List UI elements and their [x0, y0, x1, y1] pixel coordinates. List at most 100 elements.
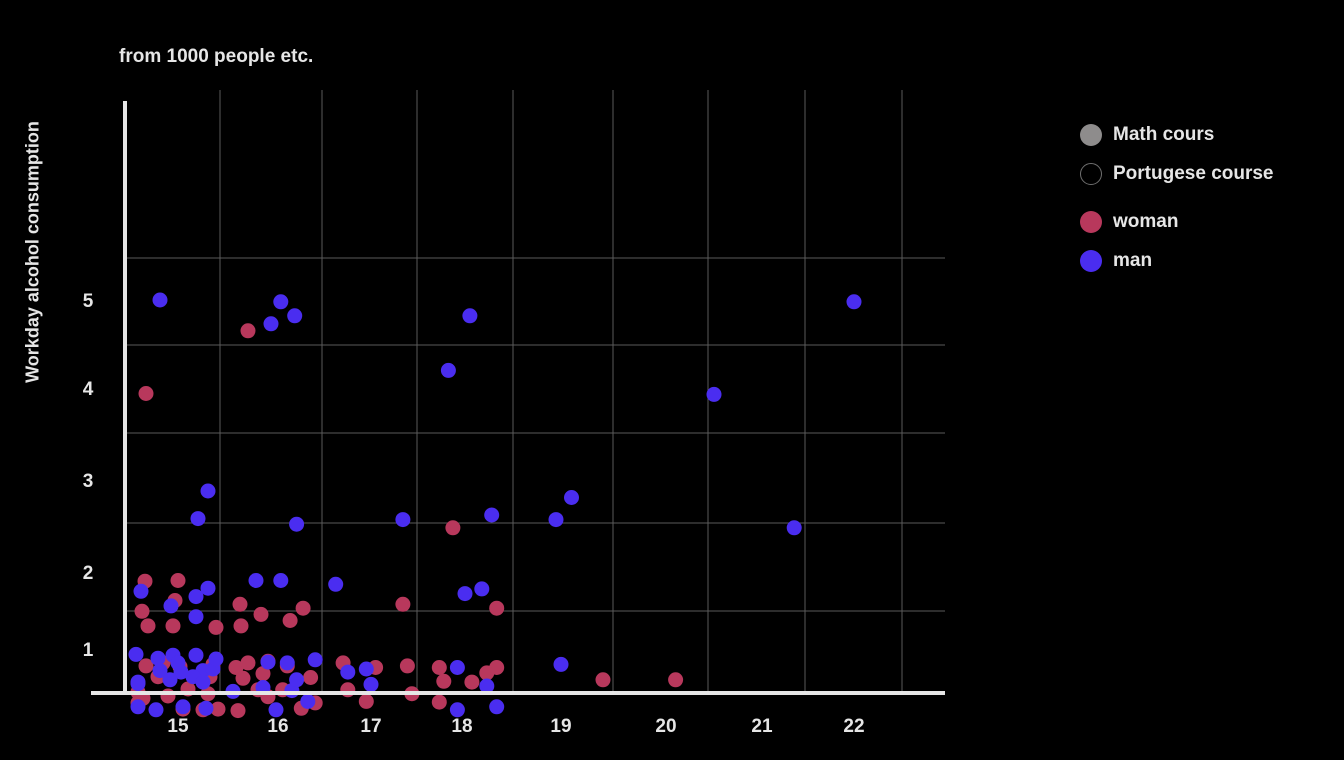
x-tick-label: 18: [451, 716, 472, 737]
man-point-38: [307, 652, 323, 668]
man-point-56: [268, 702, 284, 718]
man-point-15: [289, 516, 305, 532]
man-point-41: [449, 660, 465, 675]
woman-point-7: [140, 618, 156, 634]
y-tick-label: 1: [83, 640, 94, 661]
tick-labels: 15 16 17 18 19 20 21 22 1 2 3 4 5: [83, 291, 865, 737]
y-tick-label: 3: [83, 471, 94, 492]
man-point-23: [328, 576, 344, 592]
man-point-45: [195, 674, 211, 690]
man-point-51: [479, 678, 495, 694]
man-point-31: [152, 663, 168, 679]
man-point-2: [287, 308, 303, 324]
axes: [91, 101, 945, 695]
woman-point-15: [395, 596, 411, 612]
legend-item-math: Math cours: [1080, 124, 1274, 146]
man-point-18: [188, 589, 204, 605]
legend-swatch-man: [1080, 250, 1102, 272]
woman-point-12: [282, 613, 298, 628]
woman-point-37: [303, 670, 319, 685]
woman-point-42: [340, 682, 356, 698]
man-point-26: [553, 656, 569, 672]
man-point-57: [300, 693, 316, 709]
man-point-1: [273, 294, 289, 310]
legend-item-woman: woman: [1080, 211, 1274, 233]
woman-point-10: [232, 596, 248, 612]
man-point-9: [564, 490, 579, 505]
woman-point-9: [208, 619, 224, 635]
woman-point-5: [134, 603, 150, 619]
y-tick-label: 4: [83, 379, 94, 400]
woman-point-22: [228, 660, 244, 675]
woman-point-43: [358, 693, 374, 709]
woman-point-0: [240, 323, 256, 339]
man-point-22: [273, 573, 289, 588]
man-point-5: [440, 362, 456, 378]
woman-point-49: [431, 694, 447, 710]
woman-point-50: [595, 672, 611, 688]
man-point-28: [150, 650, 166, 666]
woman-point-32: [160, 688, 176, 704]
woman-point-27: [255, 666, 271, 682]
woman-point-11: [253, 606, 269, 622]
man-point-0: [152, 292, 168, 308]
man-point-21: [248, 573, 264, 588]
woman-point-16: [489, 600, 505, 616]
x-tick-label: 20: [655, 716, 676, 737]
man-point-54: [175, 699, 191, 715]
man-point-50: [363, 676, 379, 692]
x-tick-label: 21: [751, 716, 773, 737]
woman-point-26: [235, 670, 251, 686]
man-point-27: [128, 646, 144, 662]
legend-label-math: Math cours: [1113, 124, 1215, 145]
woman-point-46: [464, 674, 480, 690]
man-point-43: [162, 672, 178, 688]
man-point-58: [449, 702, 465, 718]
woman-point-23: [240, 655, 256, 671]
man-point-4: [462, 308, 478, 324]
woman-point-55: [230, 703, 246, 719]
man-point-19: [200, 580, 216, 596]
man-point-13: [200, 483, 216, 499]
grid-lines: [125, 90, 945, 693]
woman-point-54: [210, 701, 226, 717]
y-tick-label: 2: [83, 563, 94, 584]
man-point-24: [457, 586, 473, 602]
woman-point-4: [170, 573, 186, 588]
legend-item-portugese: Portugese course: [1080, 163, 1274, 185]
man-point-20: [188, 609, 204, 625]
woman-point-51: [668, 672, 684, 688]
x-tick-label: 16: [267, 716, 288, 737]
man-point-17: [163, 598, 179, 614]
woman-point-41: [431, 660, 447, 675]
legend-swatch-portugese: [1080, 163, 1102, 185]
x-tick-label: 19: [550, 716, 571, 737]
man-point-59: [489, 699, 505, 715]
man-point-40: [358, 661, 374, 677]
man-point-39: [340, 664, 356, 680]
man-point-60: [130, 674, 146, 690]
man-point-55: [198, 700, 214, 716]
woman-point-18: [138, 658, 154, 674]
man-point-52: [130, 699, 146, 715]
woman-point-2: [445, 520, 461, 536]
legend-item-man: man: [1080, 250, 1274, 272]
legend-label-portugese: Portugese course: [1113, 163, 1274, 184]
man-point-6: [846, 294, 862, 310]
legend-label-man: man: [1113, 250, 1153, 271]
woman-point-8: [165, 618, 181, 634]
x-tick-label: 22: [843, 716, 864, 737]
woman-point-13: [295, 600, 311, 616]
legend-swatch-woman: [1080, 211, 1102, 233]
woman-point-45: [436, 673, 452, 689]
man-point-10: [548, 512, 564, 528]
man-point-61: [208, 651, 224, 667]
man-point-3: [263, 316, 279, 332]
man-point-36: [260, 654, 276, 670]
legend-swatch-math: [1080, 124, 1102, 146]
man-point-53: [148, 702, 164, 718]
woman-point-1: [138, 386, 154, 401]
y-tick-label: 5: [83, 291, 94, 312]
y-axis-label: Workday alcohol consumption: [22, 121, 43, 383]
